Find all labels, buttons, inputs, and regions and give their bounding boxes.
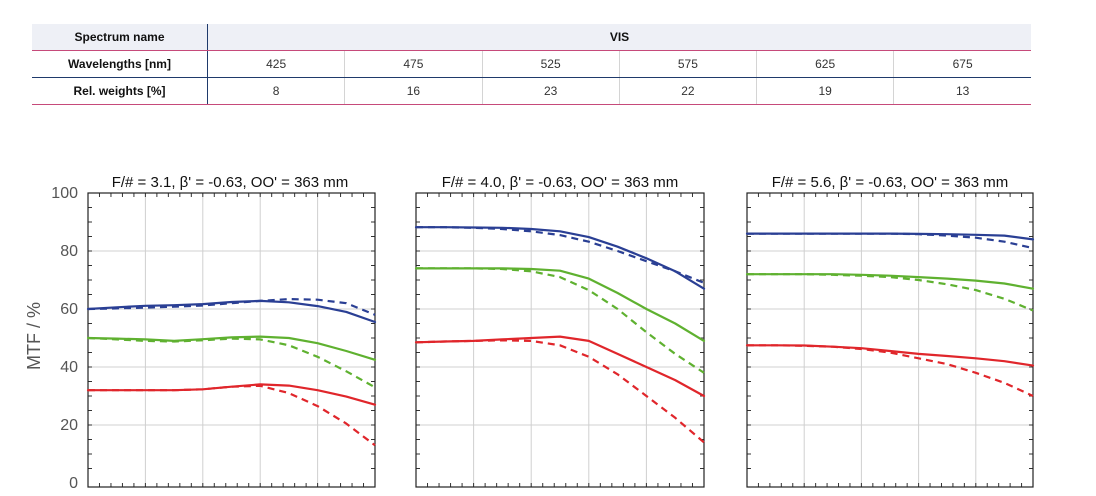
chart-title: F/# = 5.6, β' = -0.63, OO' = 363 mm — [772, 174, 1009, 191]
y-tick-label: 100 — [51, 185, 78, 202]
spectrum-name-row: Spectrum name VIS — [32, 24, 1031, 51]
weight-cell: 23 — [482, 77, 620, 105]
wavelengths-row: Wavelengths [nm] 425 475 525 575 625 675 — [32, 50, 1031, 78]
y-axis-ticks: 100 80 60 40 20 0 — [51, 185, 78, 492]
wavelength-cell: 525 — [482, 50, 620, 78]
spectrum-table: Spectrum name VIS Wavelengths [nm] 425 4… — [32, 24, 1031, 105]
mtf-curve-blue-solid — [86, 299, 377, 324]
y-tick-label: 40 — [60, 359, 78, 376]
y-tick-label: 0 — [69, 475, 78, 492]
mtf-charts: MTF / % 100 80 60 40 20 0 F/# = 3.1, β' … — [24, 174, 1035, 492]
mtf-curve-red-dashed — [747, 344, 1034, 398]
plot-frame — [87, 192, 376, 488]
mtf-curve-red-solid — [745, 344, 1035, 367]
mtf-curve-blue-dashed — [416, 226, 705, 284]
spectrum-name-value: VIS — [207, 24, 1031, 51]
y-tick-label: 20 — [60, 417, 78, 434]
mtf-curve-green-solid — [745, 273, 1035, 290]
mtf-curve-blue-solid — [745, 232, 1035, 241]
weight-cell: 13 — [893, 77, 1031, 105]
weight-cell: 22 — [619, 77, 758, 105]
mtf-chart-f5-6: F/# = 5.6, β' = -0.63, OO' = 363 mm — [745, 174, 1035, 488]
plot-frame — [746, 192, 1034, 488]
plot-area — [416, 193, 704, 487]
wavelengths-label: Wavelengths [nm] — [32, 50, 208, 78]
mtf-chart-f3-1: F/# = 3.1, β' = -0.63, OO' = 363 mm — [86, 174, 377, 488]
plot-area — [747, 193, 1033, 487]
wavelength-cell: 475 — [344, 50, 483, 78]
chart-title: F/# = 4.0, β' = -0.63, OO' = 363 mm — [442, 174, 679, 191]
mtf-curve-red-solid — [86, 383, 377, 406]
weights-label: Rel. weights [%] — [32, 77, 208, 105]
wavelength-cell: 675 — [893, 50, 1031, 78]
mtf-curve-blue-solid — [414, 226, 706, 290]
weight-cell: 8 — [207, 77, 346, 105]
mtf-curve-green-dashed — [87, 336, 376, 389]
mtf-curve-green-solid — [86, 335, 377, 361]
y-tick-label: 60 — [60, 301, 78, 318]
y-axis-label: MTF / % — [24, 302, 44, 370]
mtf-curve-red-dashed — [415, 339, 705, 444]
weight-cell: 16 — [344, 77, 483, 105]
mtf-curve-green-dashed — [416, 267, 705, 374]
wavelength-cell: 425 — [207, 50, 346, 78]
weights-row: Rel. weights [%] 8 16 23 22 19 13 — [32, 77, 1031, 105]
chart-title: F/# = 3.1, β' = -0.63, OO' = 363 mm — [112, 174, 349, 191]
mtf-chart-f4-0: F/# = 4.0, β' = -0.63, OO' = 363 mm — [414, 174, 706, 488]
wavelength-cell: 575 — [619, 50, 758, 78]
spectrum-name-label: Spectrum name — [32, 24, 208, 51]
y-tick-label: 80 — [60, 243, 78, 260]
weight-cell: 19 — [756, 77, 895, 105]
mtf-curve-red-dashed — [88, 384, 376, 447]
wavelength-cell: 625 — [756, 50, 895, 78]
